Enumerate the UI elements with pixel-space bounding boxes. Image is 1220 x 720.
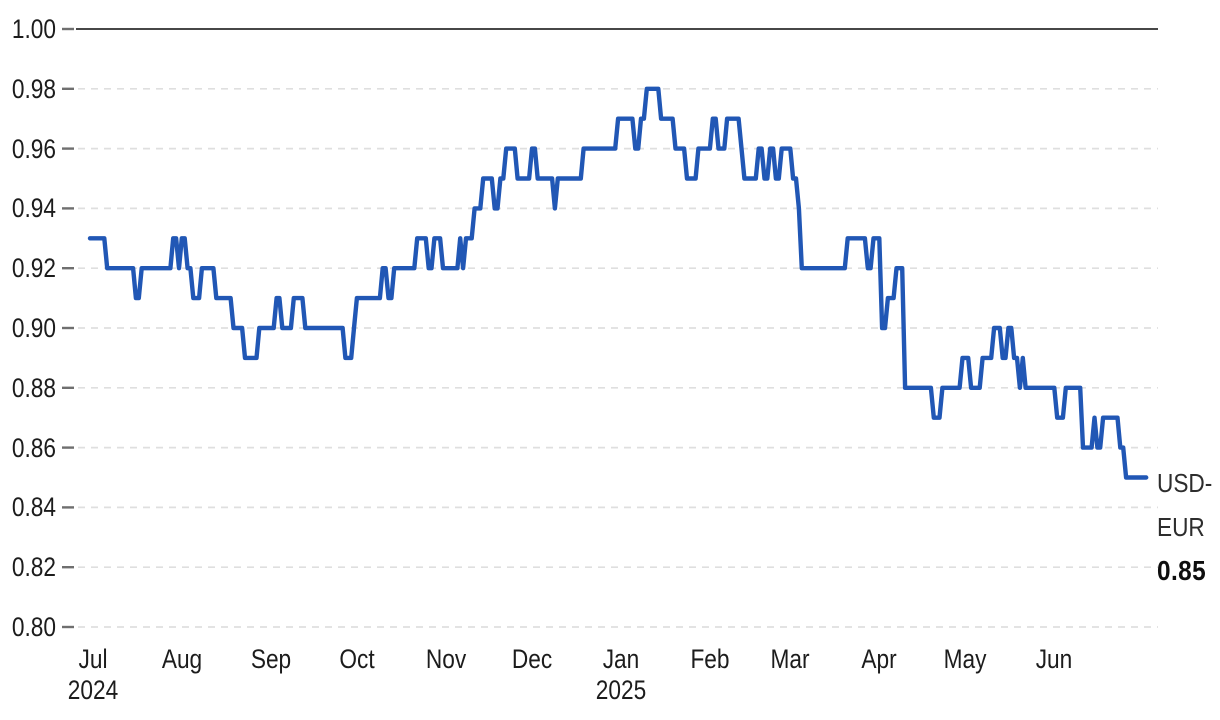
y-axis-label: 0.80 xyxy=(11,612,56,642)
y-axis-label: 0.82 xyxy=(11,552,56,583)
year-label: 2024 xyxy=(67,675,119,705)
series-last-value: 0.85 xyxy=(1157,555,1207,586)
x-axis-label: Feb xyxy=(690,644,730,674)
year-label: 2025 xyxy=(595,675,647,705)
x-axis-label: Apr xyxy=(861,644,897,674)
y-axis-label: 0.98 xyxy=(11,73,56,104)
series-annotation: USD- EUR 0.85 xyxy=(1157,461,1212,593)
y-axis-label: 1.00 xyxy=(11,14,56,44)
series-label-line1: USD- xyxy=(1157,468,1213,498)
y-axis-label: 0.92 xyxy=(11,253,56,284)
x-axis-label: Nov xyxy=(425,644,467,674)
y-axis-label: 0.84 xyxy=(11,492,56,523)
y-axis-label: 0.88 xyxy=(11,372,56,403)
x-axis-label: Jul xyxy=(78,644,108,674)
x-axis-label: Sep xyxy=(250,644,291,674)
x-axis-label: Dec xyxy=(511,644,553,674)
x-axis-label: Jun xyxy=(1036,644,1073,674)
x-axis-label: Jan xyxy=(602,644,640,674)
series-label-line2: EUR xyxy=(1157,512,1205,542)
y-axis-label: 0.96 xyxy=(11,133,56,164)
x-axis-label: Aug xyxy=(161,644,203,674)
x-axis-label: Oct xyxy=(339,644,375,674)
x-axis-label: Mar xyxy=(770,644,810,674)
y-axis-label: 0.94 xyxy=(11,193,56,224)
y-axis-label: 0.90 xyxy=(11,313,56,343)
x-axis-label: May xyxy=(943,644,987,674)
y-axis-label: 0.86 xyxy=(11,432,56,463)
exchange-rate-line xyxy=(87,86,1149,480)
